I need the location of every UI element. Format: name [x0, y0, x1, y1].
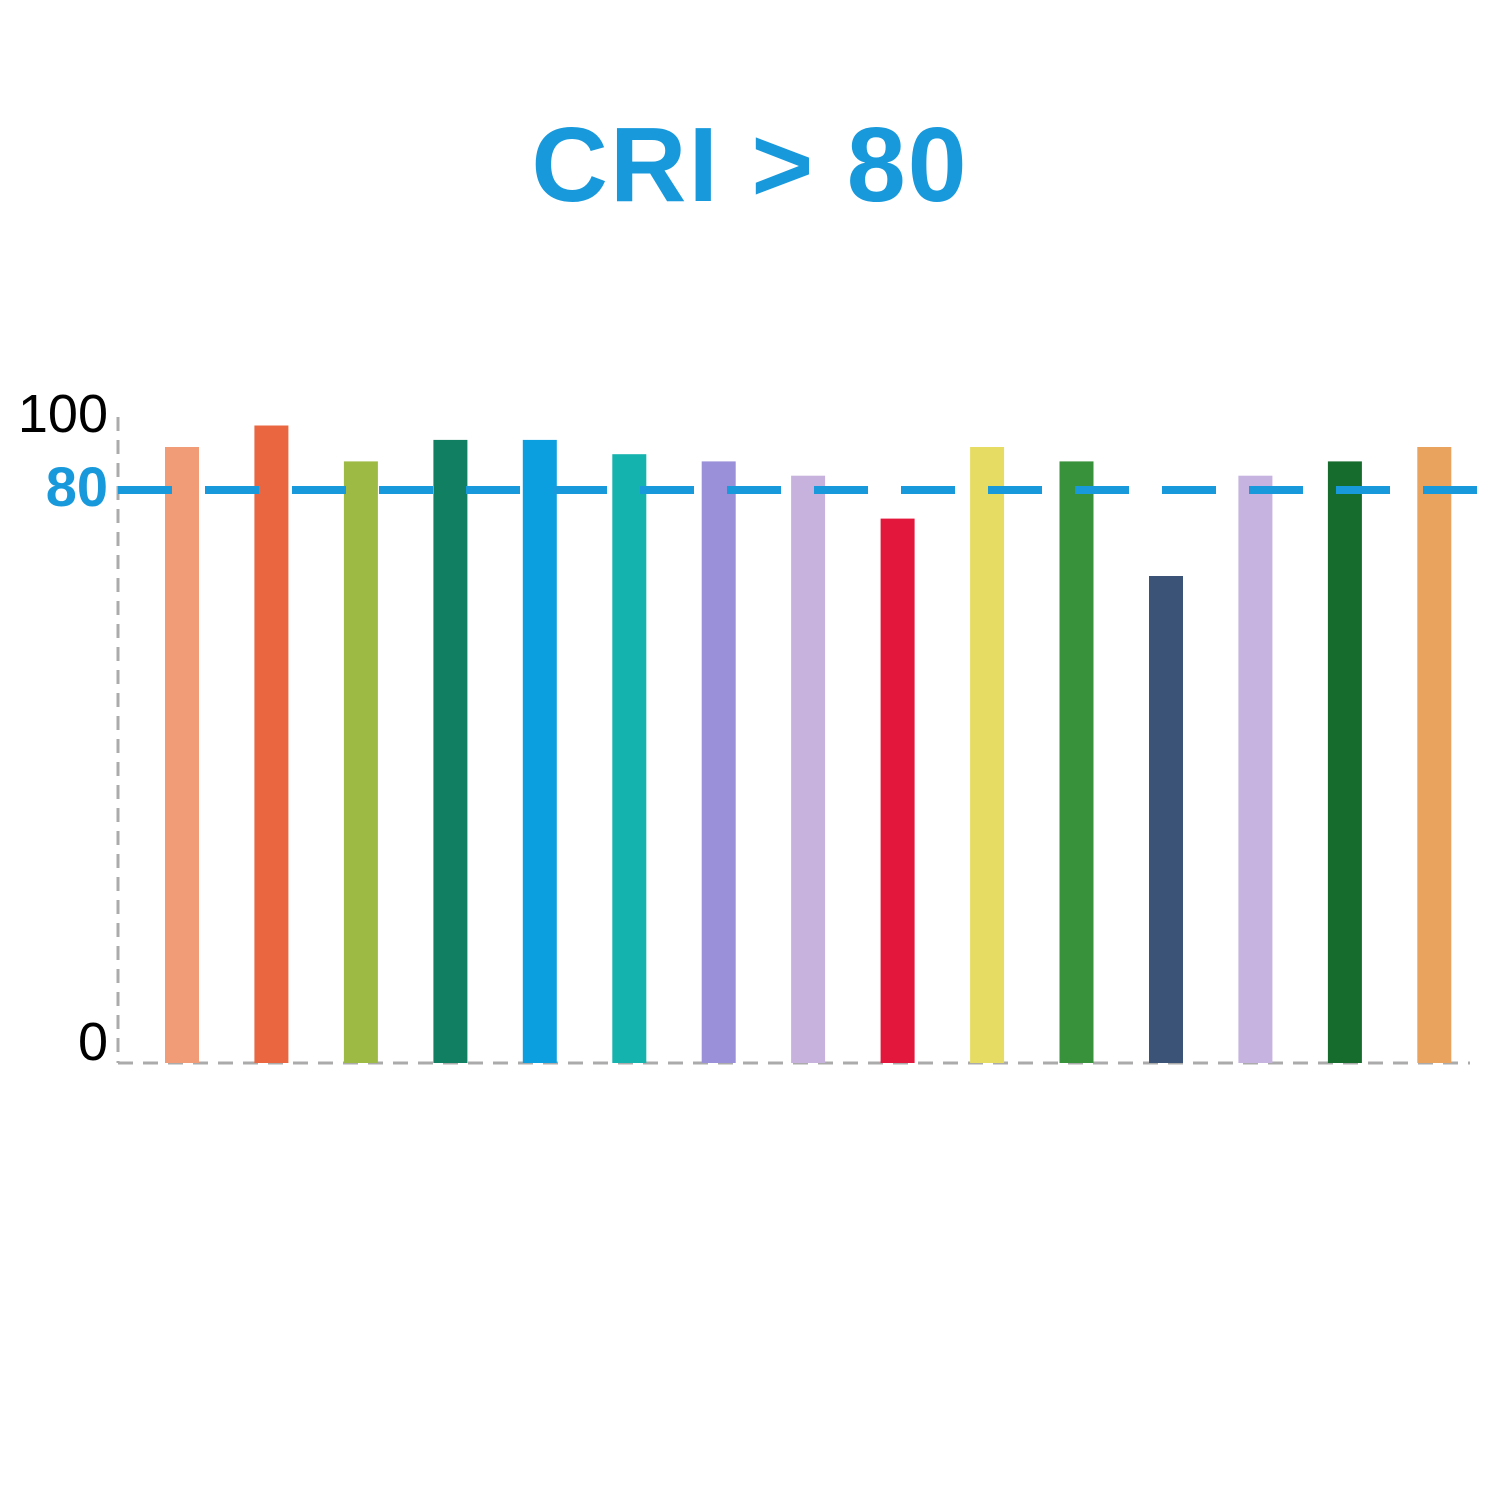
y-axis-tick-0: 0 [77, 1012, 108, 1072]
bar-8 [791, 475, 826, 1063]
bar-11 [1059, 461, 1094, 1063]
y-axis-tick-100: 100 [17, 384, 108, 444]
bar-10 [970, 447, 1005, 1063]
bar-9 [880, 518, 915, 1063]
bar-14 [1327, 461, 1362, 1063]
bar-1 [165, 447, 199, 1063]
bar-2 [254, 425, 289, 1063]
bar-3 [343, 461, 378, 1063]
bar-13 [1238, 475, 1273, 1063]
bar-7 [701, 461, 736, 1063]
bar-5 [522, 439, 557, 1063]
bar-15 [1417, 447, 1452, 1063]
bar-6 [612, 454, 647, 1063]
y-axis-tick-80: 80 [45, 455, 108, 518]
bar-4 [433, 439, 468, 1063]
bar-12 [1149, 576, 1183, 1063]
chart-title: CRI > 80 [531, 106, 969, 224]
